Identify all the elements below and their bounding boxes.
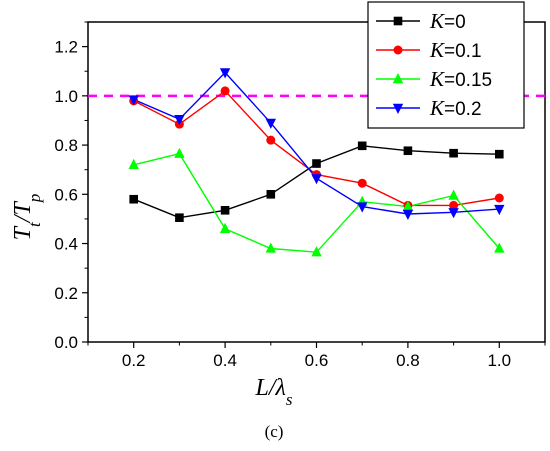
y-tick-label: 1.2 (54, 38, 78, 57)
data-point (402, 200, 414, 211)
series-markers (128, 68, 505, 257)
y-tick-label: 1.0 (54, 87, 78, 106)
legend-marker-2 (392, 73, 404, 84)
y-tick-label: 0.2 (54, 284, 78, 303)
y-tick-label: 0.8 (54, 136, 78, 155)
data-point (403, 146, 413, 156)
y-tick-label: 0.4 (54, 235, 78, 254)
data-point (402, 209, 414, 220)
panel-label: (c) (265, 422, 284, 441)
data-point (494, 204, 505, 216)
data-point (357, 141, 367, 151)
data-point (312, 159, 321, 168)
data-point (128, 95, 139, 106)
legend-entry: K=0 (429, 9, 466, 33)
data-point (449, 148, 458, 158)
data-point (174, 147, 185, 158)
legend-marker-3 (392, 103, 404, 114)
x-tick-label: 0.6 (305, 351, 329, 370)
data-point (449, 200, 459, 210)
series-line-2 (133, 152, 500, 253)
data-point (448, 189, 459, 200)
data-point (129, 194, 138, 204)
data-point (266, 135, 276, 145)
y-tick-label: 0.0 (54, 333, 78, 352)
legend-marker-1 (393, 45, 403, 55)
data-point (357, 202, 368, 213)
data-point (357, 178, 367, 188)
data-point (265, 242, 276, 253)
data-point (311, 246, 322, 257)
x-tick-label: 0.8 (396, 351, 420, 370)
legend-marker-0 (393, 16, 403, 26)
legend-entry: K=0.1 (429, 38, 482, 62)
x-tick-label: 1.0 (487, 351, 511, 370)
data-point (311, 174, 322, 185)
y-tick-label: 0.6 (54, 185, 78, 204)
x-tick-label: 0.2 (122, 351, 146, 370)
data-point (128, 158, 139, 169)
legend-entry: K=0.2 (429, 96, 482, 120)
y-axis-label: Tt/Tp (10, 194, 44, 241)
x-tick-label: 0.4 (213, 351, 237, 370)
data-point (494, 242, 505, 253)
data-point (265, 118, 276, 129)
data-point (220, 86, 230, 96)
data-point (266, 190, 276, 199)
data-point (219, 222, 231, 233)
y-axis: 0.0 0.2 0.4 0.6 0.8 1.0 1.2 (54, 21, 88, 352)
legend-entry: K=0.15 (429, 67, 492, 91)
legend: K=0 K=0.1 K=0.15 K=0.2 (367, 1, 525, 129)
data-point (448, 208, 459, 219)
data-point (220, 206, 230, 215)
data-point (175, 213, 184, 222)
data-point (174, 115, 185, 126)
x-axis-label: L/λs (254, 375, 292, 409)
data-point (495, 149, 504, 159)
data-point (494, 193, 504, 203)
x-axis: 0.2 0.4 0.6 0.8 1.0 (87, 342, 546, 370)
data-point (219, 68, 231, 79)
